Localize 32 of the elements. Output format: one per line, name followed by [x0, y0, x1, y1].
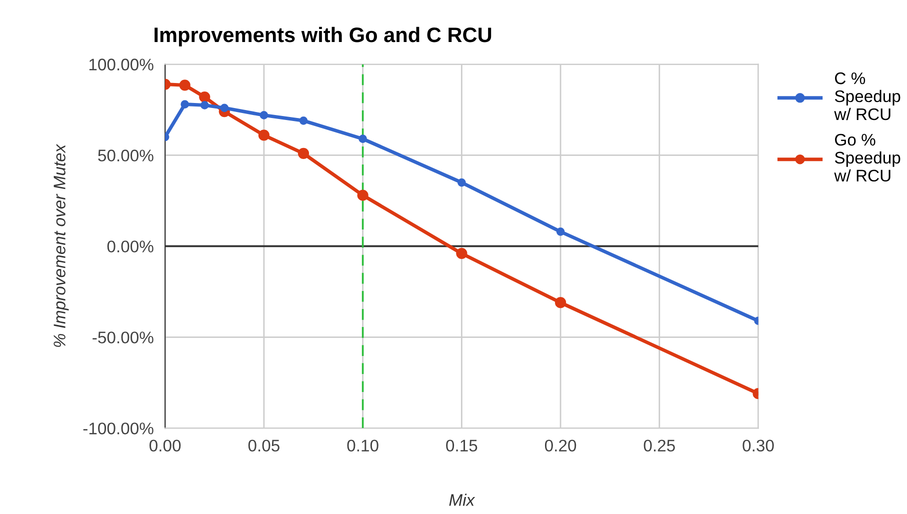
x-tick-label: 0.10 [347, 440, 378, 452]
point [260, 111, 268, 120]
y-tick-label: 0.00% [107, 240, 154, 252]
point [358, 134, 367, 144]
point [179, 80, 190, 91]
y-tick-label: -100.00% [83, 422, 154, 434]
point [357, 190, 368, 201]
x-tick-label: 0.00 [150, 440, 181, 452]
legend-label: C % Speedup w/ RCU [834, 72, 900, 120]
y-tick-label: 100.00% [89, 58, 154, 70]
y-tick-label: 50.00% [98, 150, 154, 162]
point [180, 100, 190, 108]
point [220, 104, 229, 112]
x-tick-label: 0.15 [446, 440, 478, 452]
point [298, 148, 310, 159]
x-tick-label: 0.25 [644, 440, 675, 452]
x-tick-label: 0.20 [544, 440, 576, 452]
point [556, 227, 565, 236]
y-tick-label: -50.00% [92, 332, 154, 344]
x-tick-label: 0.05 [248, 440, 280, 452]
x-tick-label: 0.30 [742, 440, 774, 452]
point [554, 297, 566, 308]
point [258, 130, 270, 141]
point [200, 101, 209, 110]
x-axis-title: Mix [449, 494, 476, 506]
legend-label: Go % Speedup w/ RCU [834, 134, 900, 182]
point [199, 91, 210, 103]
chart-title: Improvements with Go and C RCU [154, 26, 492, 46]
y-axis-title: % Improvement over Mutex [54, 144, 69, 347]
point [457, 178, 466, 187]
point [299, 116, 308, 125]
point [456, 248, 468, 260]
